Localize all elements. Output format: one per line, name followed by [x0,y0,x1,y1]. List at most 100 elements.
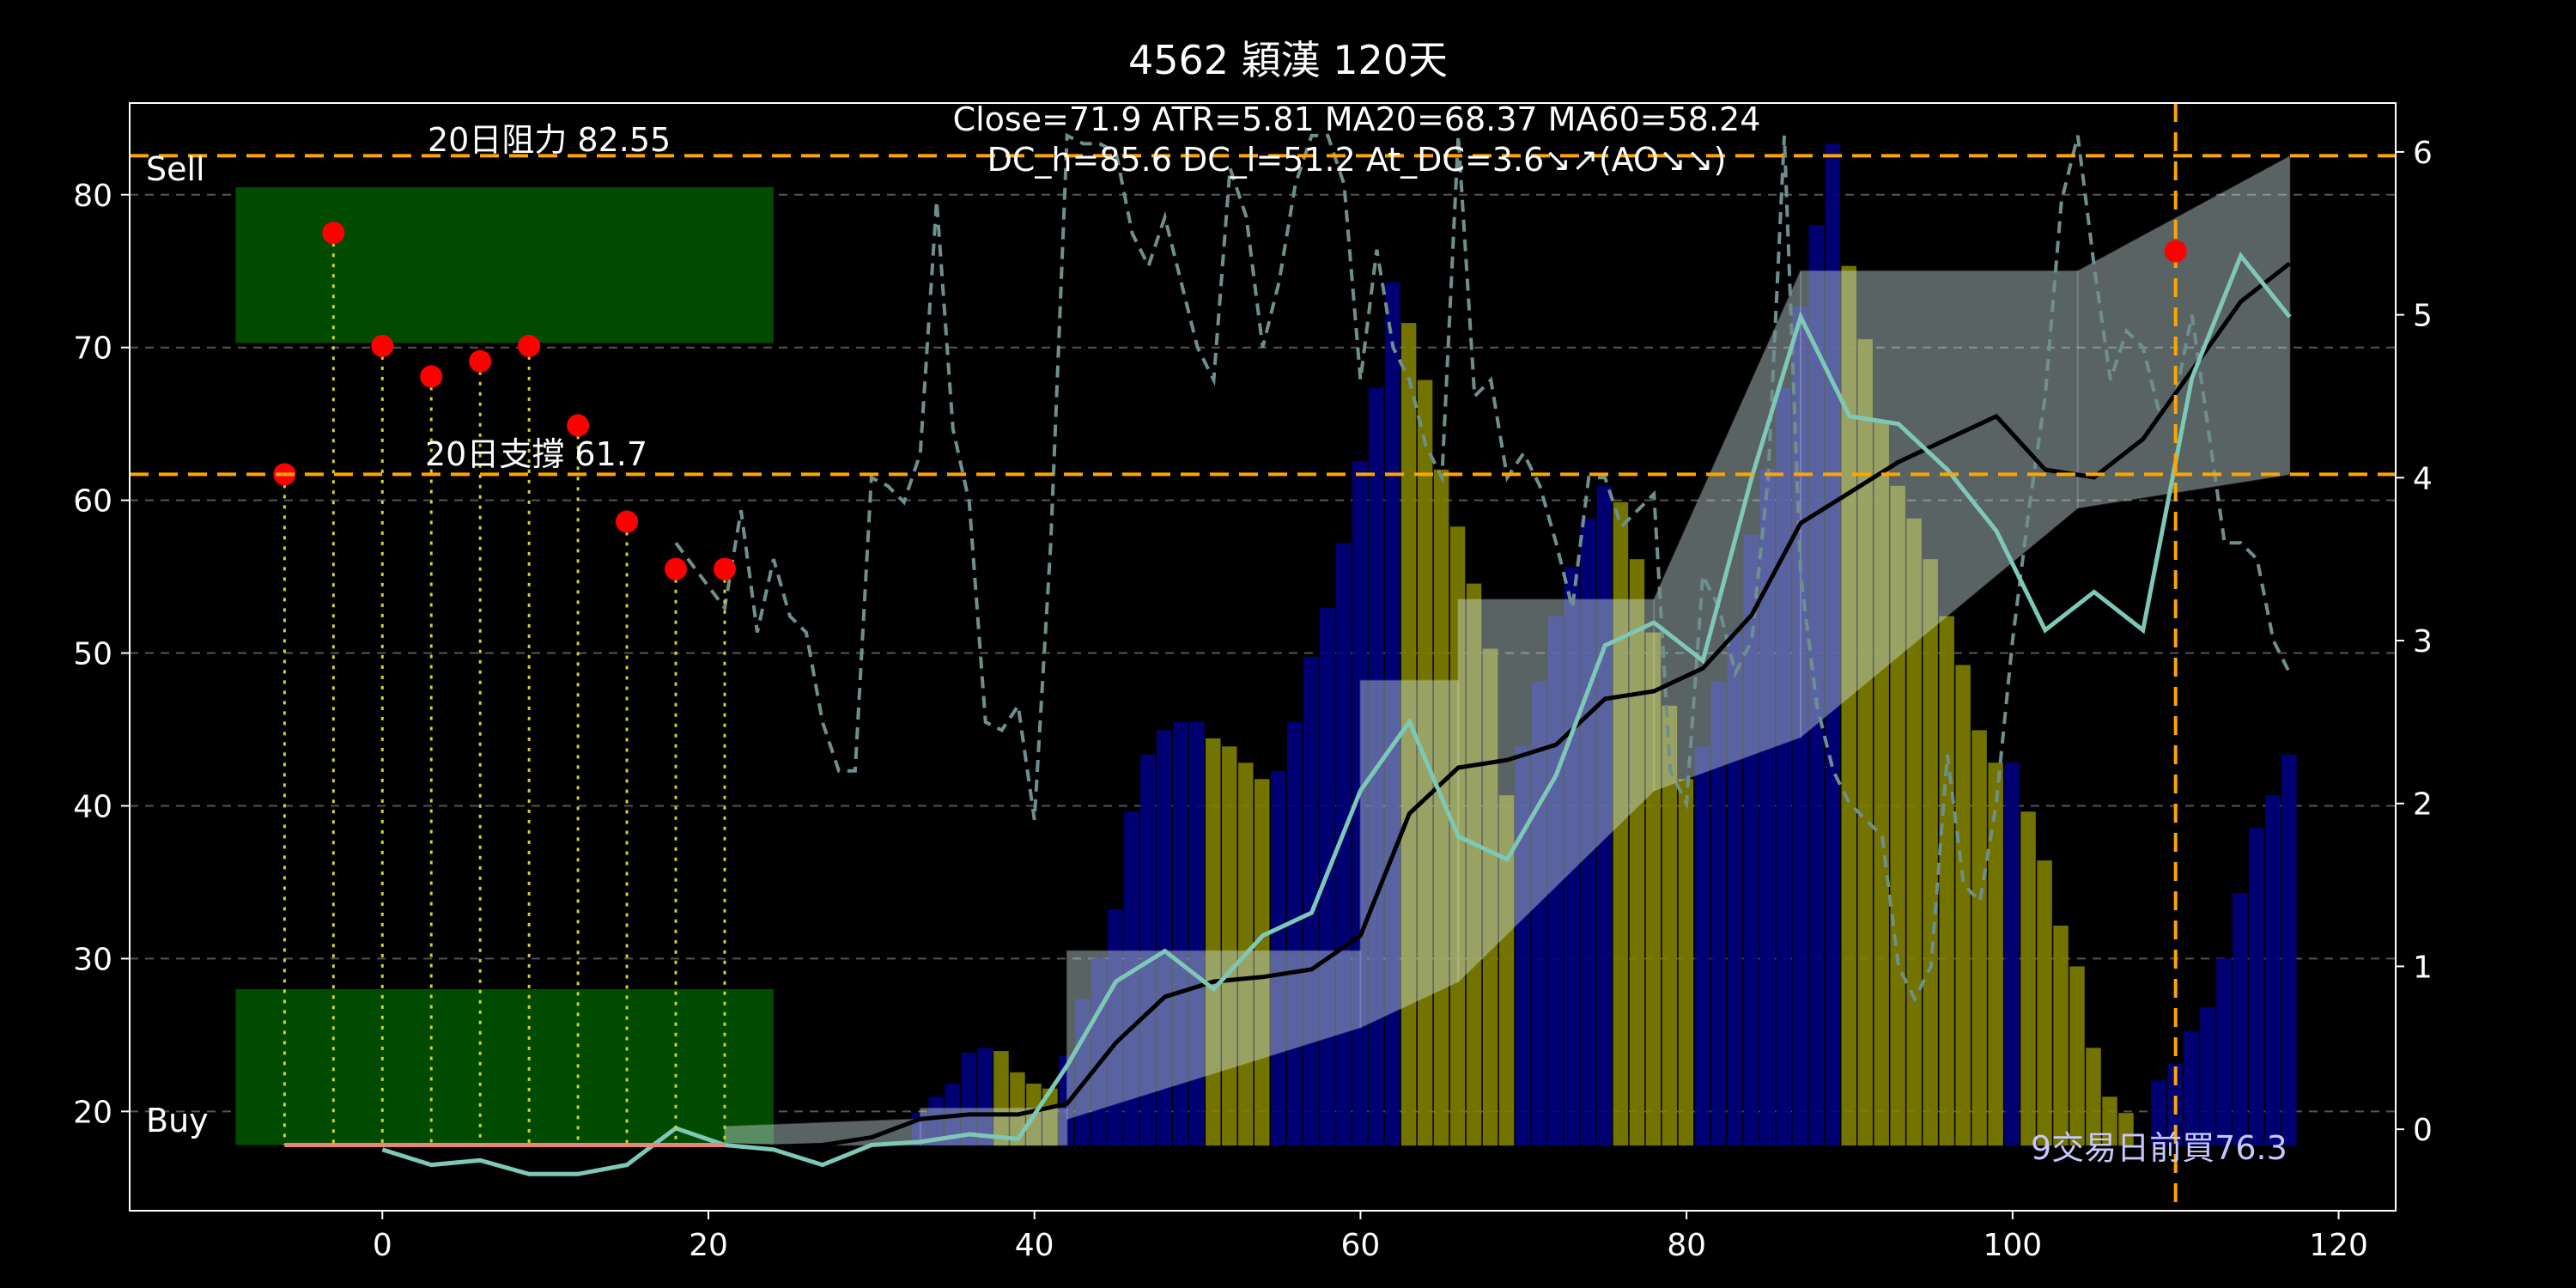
buy-annotation: 9交易日前買76.3 [2031,1129,2287,1167]
histogram-bar-23 [1286,721,1303,1146]
history-point-4 [469,349,492,373]
histogram-bar-13 [1124,811,1139,1146]
buy-label: Buy [146,1102,209,1139]
sell-label: Sell [146,150,205,188]
histogram-bar-42 [1596,485,1613,1146]
x-tick-label-2: 40 [1015,1228,1054,1263]
band-4 [1359,679,1460,1030]
history-point-7 [616,510,639,533]
histogram-bar-18 [1206,738,1221,1146]
histogram-bar-82 [2249,828,2264,1146]
band-5 [1457,598,1656,984]
histogram-bar-74 [2118,1113,2134,1146]
histogram-bar-46 [1662,705,1678,1146]
histogram-bar-34 [1466,583,1482,1146]
axes-frame [129,102,2397,1212]
histogram-bar-70 [2053,926,2069,1146]
histogram-bar-51 [1743,534,1759,1146]
band-8 [2076,155,2291,509]
histogram-bar-65 [1971,730,1987,1146]
plot-area [130,103,2396,1211]
histogram-bar-17 [1189,721,1205,1146]
buy-zone [235,989,774,1145]
history-point-5 [518,334,541,357]
histogram-bar-45 [1645,632,1662,1146]
buy-marker [2164,240,2187,263]
history-point-9 [713,557,736,580]
histogram-bar-5 [993,1051,1009,1146]
histogram-bar-49 [1710,681,1727,1146]
x-tick-label-0: 0 [373,1228,392,1263]
x-tick-label-1: 20 [689,1228,728,1263]
chart-subtitle-line-1: Close=71.9 ATR=5.81 MA20=68.37 MA60=58.2… [953,100,1761,138]
histogram-bar-55 [1808,225,1824,1146]
y-tick-label-3: 50 [73,637,112,672]
histogram-bar-32 [1433,469,1449,1146]
y-tick-label-4: 60 [73,484,112,519]
support-label: 20日支撐 61.7 [425,435,647,473]
histogram-bar-35 [1482,648,1498,1146]
history-point-8 [665,557,688,580]
histogram-bar-29 [1384,282,1400,1146]
histogram-bar-8 [1042,1088,1058,1146]
histogram-bar-21 [1255,779,1270,1146]
histogram-bar-80 [2216,957,2232,1146]
chart-title: 4562 穎漢 120天 [1128,37,1448,83]
atr-line [674,132,2292,1003]
histogram-bar-24 [1303,657,1319,1146]
x-tick-label-4: 80 [1667,1228,1706,1263]
y-tick-label-6: 80 [73,179,112,214]
histogram-bar-12 [1108,909,1123,1146]
histogram-bar-40 [1564,567,1580,1146]
histogram-bar-58 [1857,339,1873,1146]
histogram-bar-50 [1727,632,1743,1146]
band-6 [1653,270,1801,793]
histogram-bar-14 [1140,754,1156,1146]
histogram-bar-47 [1678,779,1694,1146]
y2-tick-label-6: 6 [2413,136,2433,171]
histogram-bar-6 [1010,1072,1025,1146]
histogram-bar-54 [1792,307,1807,1146]
histogram-bar-15 [1157,730,1172,1146]
y2-tick-label-0: 0 [2413,1113,2433,1148]
histogram-bar-73 [2102,1097,2117,1146]
histogram-bar-68 [2020,811,2036,1146]
histogram-bar-61 [1906,518,1922,1146]
histogram-bar-36 [1498,795,1515,1146]
histogram-bar-16 [1173,721,1188,1146]
histogram-bar-71 [2069,966,2085,1146]
histogram-bar-78 [2184,1031,2199,1146]
y2-tick-label-3: 3 [2413,624,2433,659]
y2-tick-label-2: 2 [2413,787,2433,823]
histogram-bar-57 [1841,265,1856,1146]
x-tick-label-5: 100 [1983,1228,2042,1263]
histogram-bar-9 [1059,1055,1074,1146]
histogram-bar-60 [1890,485,1905,1146]
histogram-bar-26 [1335,543,1352,1146]
histogram-bar-43 [1613,501,1629,1146]
histogram-bar-39 [1547,616,1564,1146]
history-point-6 [567,414,590,437]
histogram-bar-69 [2037,860,2052,1146]
histogram-bar-19 [1222,746,1237,1146]
histogram-bar-37 [1515,746,1531,1146]
histogram-bar-44 [1629,559,1645,1146]
histogram-bar-81 [2233,893,2248,1146]
history-point-2 [371,334,394,357]
close-line [381,251,2292,1176]
histogram-bar-3 [961,1052,976,1146]
histogram-bar-79 [2200,1006,2215,1146]
histogram-bar-63 [1939,616,1954,1146]
histogram-bar-64 [1955,665,1971,1146]
histogram-bar-52 [1759,469,1776,1146]
histogram-bar-22 [1270,770,1286,1146]
ma20-line [724,261,2292,1149]
histogram-bar-27 [1352,461,1368,1146]
x-tick-label-6: 120 [2309,1228,2368,1263]
resistance-label: 20日阻力 82.55 [428,121,671,159]
y2-tick-label-5: 5 [2413,299,2433,334]
histogram-bar-67 [2004,762,2020,1146]
histogram-bar-83 [2265,795,2281,1146]
y-tick-label-2: 40 [73,789,112,824]
